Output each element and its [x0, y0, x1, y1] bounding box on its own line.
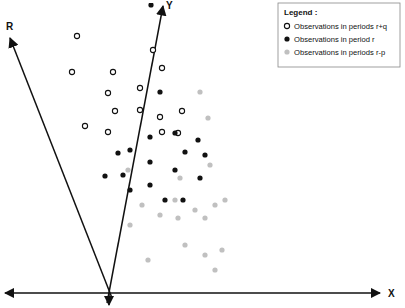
- point: [147, 134, 152, 139]
- point: [212, 267, 217, 272]
- point: [180, 197, 185, 202]
- point: [222, 197, 227, 202]
- point: [179, 108, 184, 113]
- point: [105, 90, 110, 95]
- point: [205, 115, 210, 120]
- point: [157, 89, 162, 94]
- point: [175, 215, 180, 220]
- legend-title: Legend :: [284, 8, 317, 17]
- point: [182, 242, 187, 247]
- point: [172, 197, 177, 202]
- point: [207, 162, 212, 167]
- legend-marker: [284, 23, 289, 28]
- point: [120, 172, 125, 177]
- point: [105, 129, 110, 134]
- point: [125, 167, 130, 172]
- point: [195, 137, 200, 142]
- y-label: Y: [166, 0, 173, 11]
- point: [202, 215, 207, 220]
- point: [137, 85, 142, 90]
- point: [147, 182, 152, 187]
- point: [127, 147, 132, 152]
- point: [150, 47, 155, 52]
- point: [172, 167, 177, 172]
- point: [162, 197, 167, 202]
- point: [127, 187, 132, 192]
- point: [172, 130, 177, 135]
- legend-entry: Observations in period r: [294, 35, 375, 44]
- point: [110, 69, 115, 74]
- legend-marker: [284, 49, 289, 54]
- x-axis: [5, 292, 380, 294]
- point: [157, 212, 162, 217]
- point: [197, 175, 202, 180]
- point: [137, 107, 142, 112]
- x-label: X: [388, 288, 395, 299]
- point: [148, 3, 153, 8]
- legend-box: [278, 3, 400, 67]
- chart: X Y R Legend : Observations in periods r+q Ob…: [0, 0, 405, 308]
- point: [182, 149, 187, 154]
- legend-entry: Observations in periods r-p: [294, 48, 385, 57]
- r-label: R: [6, 21, 14, 32]
- point: [82, 123, 87, 128]
- r-axis: [10, 38, 112, 298]
- point: [159, 129, 164, 134]
- point: [115, 150, 120, 155]
- point: [147, 159, 152, 164]
- legend-marker: [284, 36, 289, 41]
- point: [212, 202, 217, 207]
- point: [127, 222, 132, 227]
- legend-entry: Observations in periods r+q: [294, 22, 387, 31]
- y-axis: [107, 6, 163, 303]
- points: [69, 3, 227, 273]
- point: [157, 114, 162, 119]
- point: [112, 108, 117, 113]
- point: [74, 33, 79, 38]
- point: [159, 65, 164, 70]
- origin-arrow: [108, 293, 110, 305]
- point: [202, 252, 207, 257]
- point: [202, 152, 207, 157]
- point: [102, 173, 107, 178]
- point: [197, 89, 202, 94]
- point: [69, 69, 74, 74]
- point: [219, 247, 224, 252]
- point: [139, 202, 144, 207]
- point: [192, 207, 197, 212]
- point: [177, 175, 182, 180]
- point: [145, 257, 150, 262]
